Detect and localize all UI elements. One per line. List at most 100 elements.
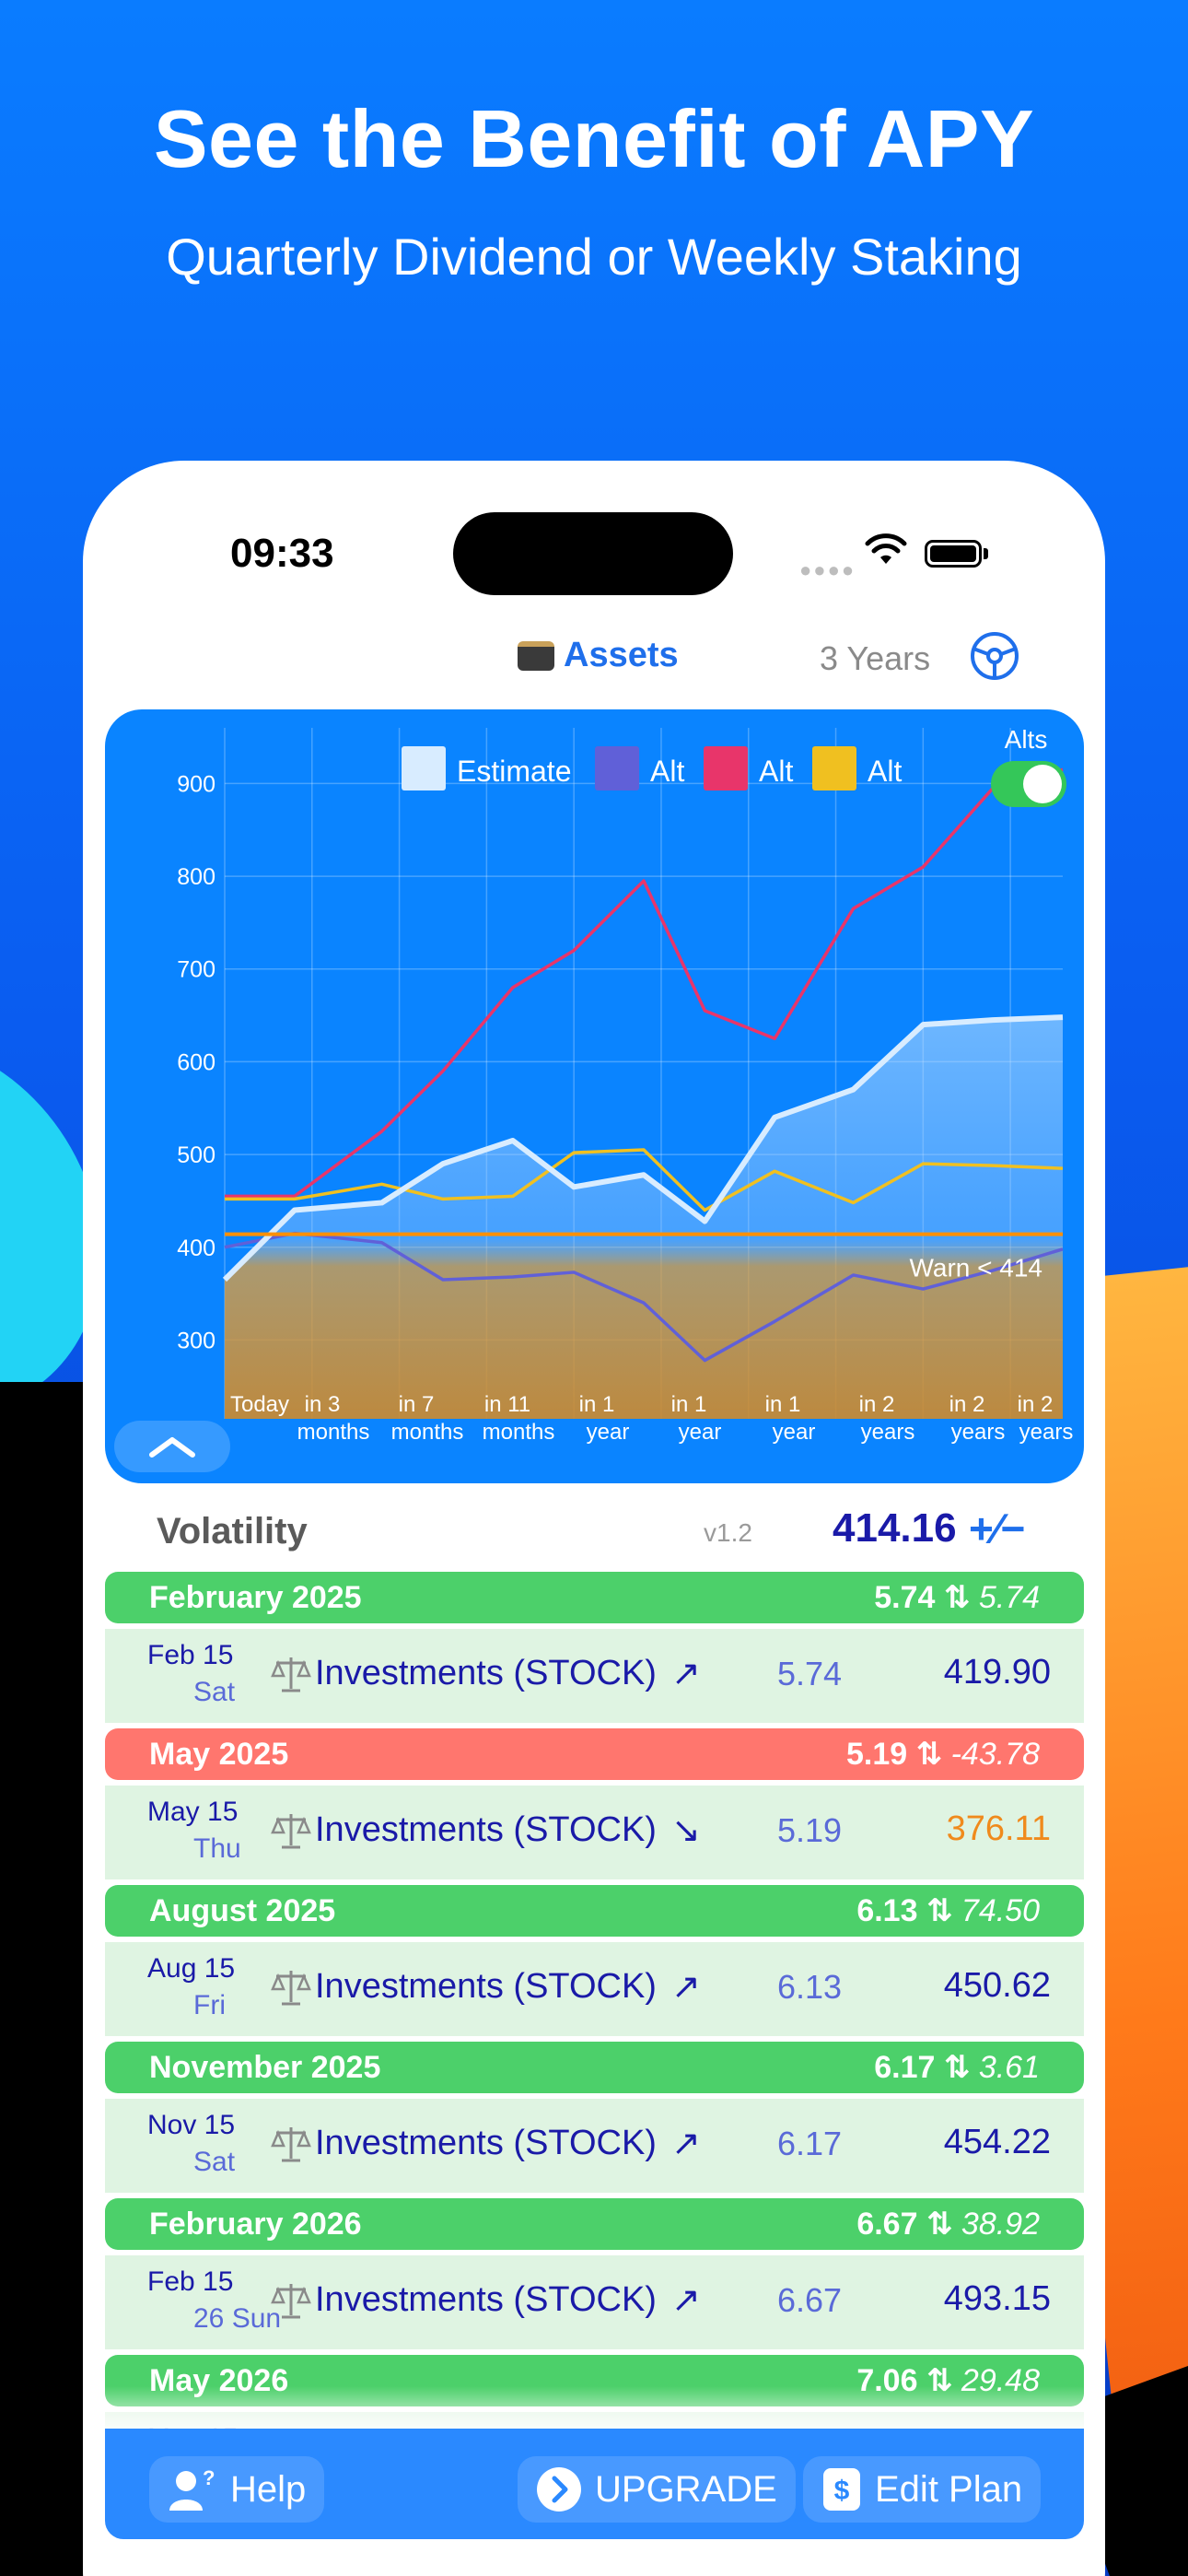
warn-label: Warn < 414 (910, 1254, 1042, 1282)
legend-label: Estimate (457, 755, 571, 788)
entry-weekday: 26 Sun (193, 2303, 282, 2334)
x-tick-label: Today (230, 1392, 289, 1417)
x-tick-label-line2: year (773, 1420, 816, 1445)
month-list: February 2025 5.74 ⇅ 5.74 Feb 15 Sat Investm… (105, 1572, 1084, 2512)
month-value: 6.67 (856, 2207, 918, 2242)
x-tick-label: in 3 (305, 1392, 341, 1417)
chevron-right-circle-icon (537, 2467, 581, 2512)
y-tick-label: 900 (177, 771, 215, 797)
x-tick-label: in 7 (399, 1392, 435, 1417)
collapse-chart-button[interactable] (114, 1421, 230, 1472)
help-button[interactable]: ? Help (149, 2456, 325, 2523)
edit-plan-button[interactable]: $ Edit Plan (803, 2456, 1042, 2523)
month-header[interactable]: February 2025 5.74 ⇅ 5.74 (105, 1572, 1084, 1623)
battery-tip (984, 548, 988, 559)
entry-weekday: Sat (193, 2147, 236, 2177)
wifi-icon (865, 533, 907, 564)
entry-description: Investments (STOCK) ↗ (271, 2279, 701, 2321)
steering-wheel-icon[interactable] (967, 628, 1022, 684)
estimate-area (225, 1017, 1063, 1419)
list-item[interactable]: Feb 15 Sat Investments (STOCK) ↗ 5.74 419.90 (105, 1629, 1084, 1723)
dollar-doc-icon: $ (823, 2468, 860, 2511)
entry-date: Aug 15 (147, 1953, 236, 1984)
entry-description-text: Investments (STOCK) (315, 1810, 657, 1849)
upgrade-label: UPGRADE (595, 2468, 777, 2510)
trend-arrow-icon: ↘ (670, 1811, 701, 1850)
legend-swatch (704, 746, 748, 790)
list-item[interactable]: Feb 15 26 Sun Investments (STOCK) ↗ 6.67 493.… (105, 2255, 1084, 2349)
entry-description: Investments (STOCK) ↗ (271, 2123, 701, 2164)
month-title: February 2025 (149, 1579, 362, 1615)
edit-plan-label: Edit Plan (875, 2468, 1023, 2510)
month-title: November 2025 (149, 2049, 381, 2085)
month-header[interactable]: August 2025 6.13 ⇅ 74.50 (105, 1885, 1084, 1937)
entry-date: Nov 15 (147, 2110, 236, 2140)
upgrade-button[interactable]: UPGRADE (518, 2456, 796, 2523)
x-tick-label-line2: months (297, 1420, 370, 1445)
month-summary: 6.13 ⇅ 74.50 (856, 1892, 1040, 1929)
range-selector[interactable]: 3 Years (820, 639, 931, 677)
month-header[interactable]: November 2025 6.17 ⇅ 3.61 (105, 2042, 1084, 2093)
entry-date: Feb 15 (147, 1640, 234, 1670)
list-item[interactable]: Aug 15 Fri Investments (STOCK) ↗ 6.13 450.62 (105, 1942, 1084, 2036)
nav-title-label: Assets (564, 636, 679, 674)
promo-subhead: Quarterly Dividend or Weekly Staking (166, 228, 1022, 286)
month-delta: -43.78 (950, 1737, 1040, 1772)
plus-minus-button[interactable]: +∕− (969, 1505, 1026, 1552)
x-tick-label-line2: year (587, 1420, 630, 1445)
legend-label: Alt (868, 755, 902, 788)
entry-description: Investments (STOCK) ↗ (271, 1653, 701, 1694)
entry-amount: 493.15 (943, 2279, 1051, 2318)
x-tick-label: in 2 (859, 1392, 895, 1417)
entry-description-text: Investments (STOCK) (315, 2280, 657, 2319)
list-fade (105, 2386, 1084, 2432)
series-line-alt (225, 1148, 1064, 1212)
entry-rate: 5.74 (777, 1655, 843, 1692)
x-tick-label: in 1 (765, 1392, 801, 1417)
x-tick-label: in 1 (671, 1392, 707, 1417)
month-summary: 6.17 ⇅ 3.61 (874, 2049, 1040, 2086)
legend-swatch (812, 746, 856, 790)
legend-swatch (595, 746, 639, 790)
month-value: 5.74 (874, 1580, 936, 1615)
alts-toggle-label: Alts (1005, 725, 1048, 754)
entry-description: Investments (STOCK) ↘ (271, 1809, 701, 1851)
series-line-alt (224, 1231, 1064, 1363)
month-delta: 74.50 (961, 1893, 1040, 1928)
phone-screen: 09:33 ●●●● Assets 3 Years 300 400 500 600 70… (83, 461, 1105, 2576)
trend-arrow-icon: ↗ (670, 2125, 701, 2163)
list-item[interactable]: May 15 Thu Investments (STOCK) ↘ 5.19 376.11 (105, 1786, 1084, 1879)
legend-swatch (402, 746, 446, 790)
nav-title[interactable]: Assets (518, 636, 679, 675)
x-tick-label: in 2 (1018, 1392, 1054, 1417)
list-item[interactable]: Nov 15 Sat Investments (STOCK) ↗ 6.17 454.22 (105, 2099, 1084, 2193)
up-down-arrow-icon: ⇅ (943, 2050, 971, 2085)
y-tick-label: 500 (177, 1142, 215, 1168)
x-tick-label: in 11 (484, 1392, 530, 1417)
svg-text:$: $ (834, 2476, 850, 2506)
battery-icon (925, 540, 982, 568)
month-delta: 38.92 (961, 2207, 1040, 2242)
x-tick-label-line2: months (483, 1420, 555, 1445)
promo-headline: See the Benefit of APY (153, 93, 1035, 184)
month-header[interactable]: May 2025 5.19 ⇅ -43.78 (105, 1728, 1084, 1780)
chevron-up-icon (149, 1437, 195, 1458)
entry-date: May 15 (147, 1797, 239, 1827)
entry-description-text: Investments (STOCK) (315, 1654, 657, 1692)
entry-rate: 6.67 (777, 2281, 843, 2319)
entry-amount: 419.90 (943, 1653, 1051, 1692)
volatility-label: Volatility (157, 1511, 308, 1551)
up-down-arrow-icon: ⇅ (926, 2207, 953, 2242)
month-delta: 5.74 (978, 1580, 1040, 1615)
month-header[interactable]: February 2026 6.67 ⇅ 38.92 (105, 2198, 1084, 2250)
month-value: 6.17 (874, 2050, 936, 2085)
svg-text:?: ? (203, 2466, 215, 2489)
scale-icon (271, 1813, 311, 1848)
status-time: 09:33 (230, 531, 334, 576)
volatility-value[interactable]: 414.16 (833, 1505, 957, 1551)
trend-arrow-icon: ↗ (670, 1968, 701, 2007)
x-tick-label-line2: years (861, 1420, 915, 1445)
x-tick-label: in 1 (579, 1392, 615, 1417)
x-tick-label-line2: years (1019, 1420, 1074, 1445)
y-tick-label: 400 (177, 1235, 215, 1261)
